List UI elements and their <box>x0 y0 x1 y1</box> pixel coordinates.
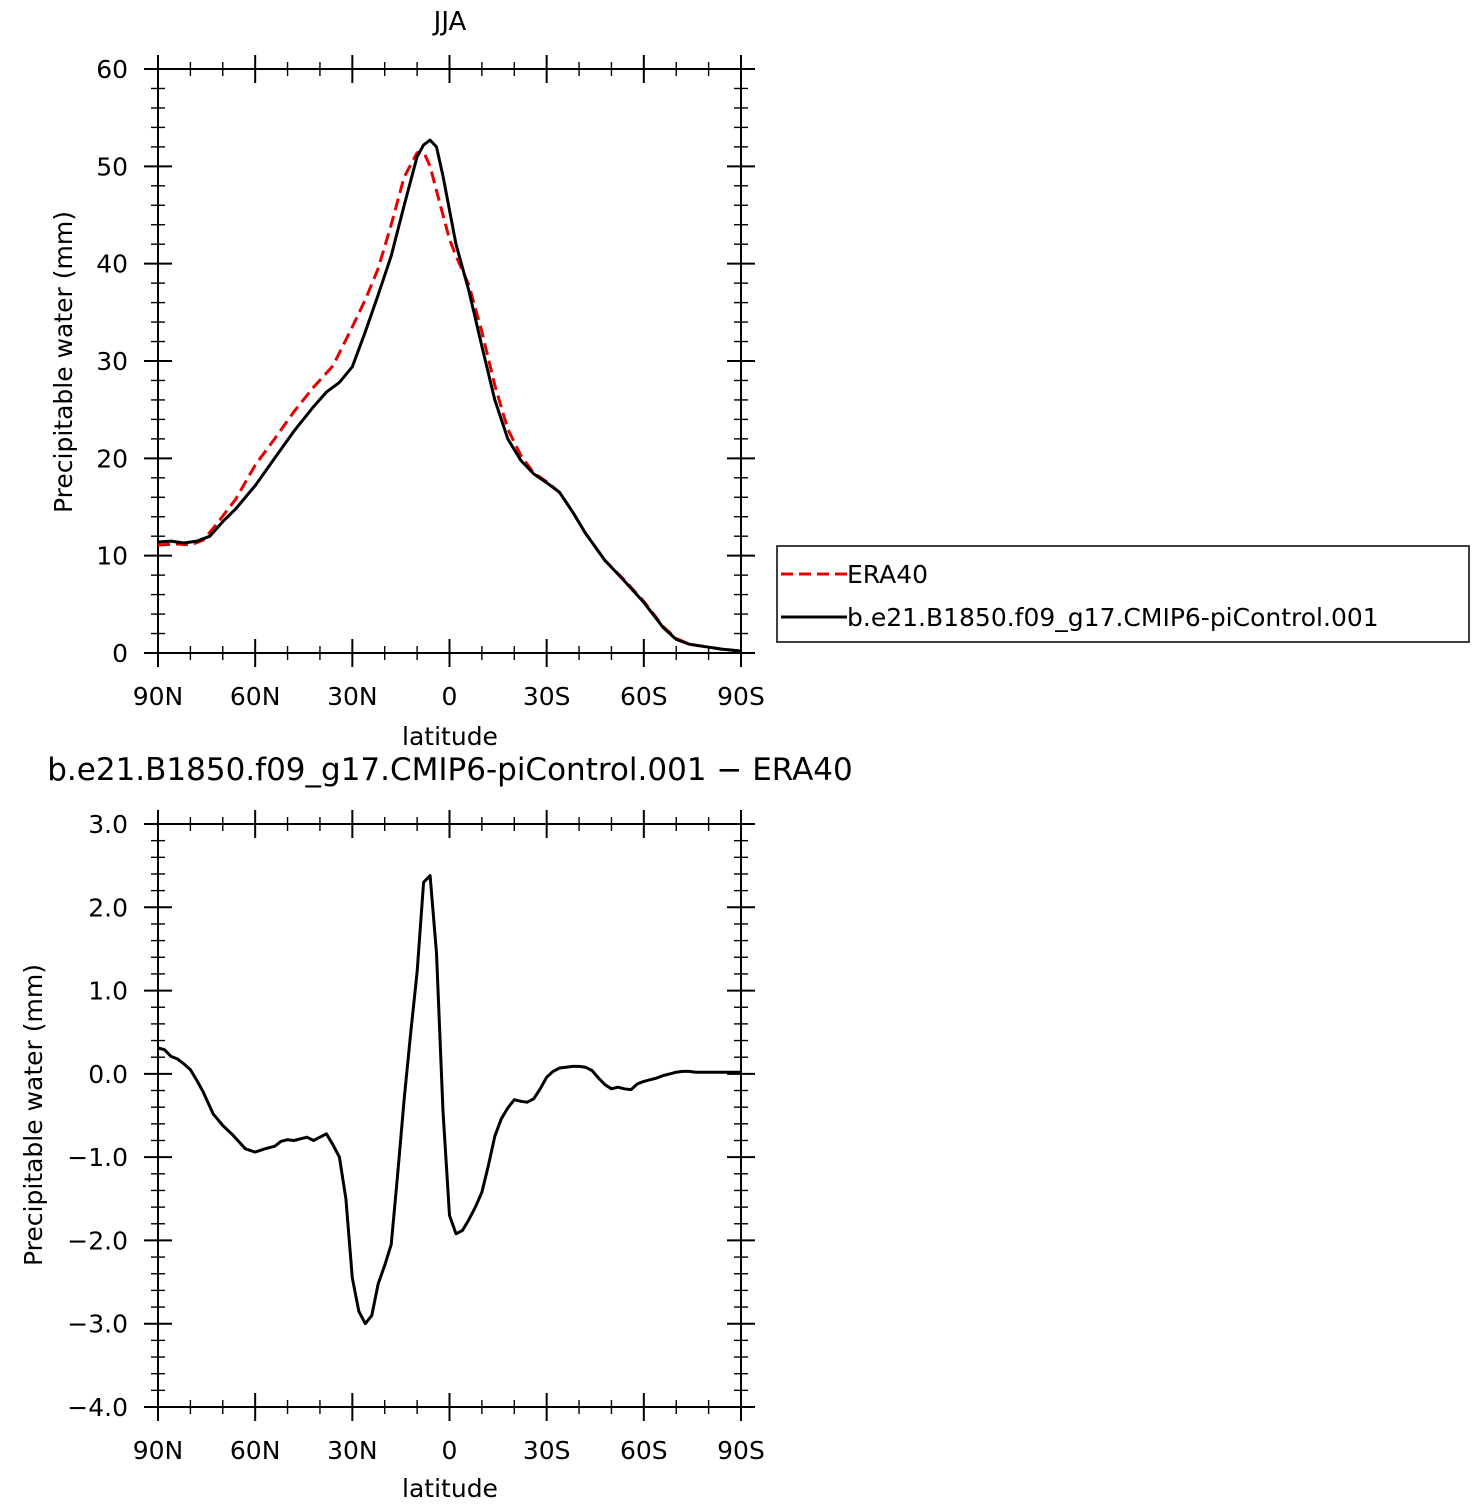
top-y-tick-label: 20 <box>96 444 128 473</box>
top-chart-panel: JJA Precipitable water (mm) latitude 0 10… <box>49 7 765 751</box>
bottom-plot-frame <box>157 823 742 1408</box>
legend: ERA40 b.e21.B1850.f09_g17.CMIP6-piContro… <box>776 545 1470 643</box>
bottom-chart-panel: b.e21.B1850.f09_g17.CMIP6-piControl.001 … <box>19 752 853 1503</box>
top-y-axis-label: Precipitable water (mm) <box>49 211 78 513</box>
top-y-axis-label-group: Precipitable water (mm) <box>49 211 78 513</box>
bottom-x-tick-label: 0 <box>442 1436 458 1465</box>
top-x-tick-label: 90S <box>717 682 765 711</box>
top-x-tick-label: 60S <box>620 682 668 711</box>
bottom-y-tick-label: −3.0 <box>67 1310 128 1339</box>
top-series-line-era40 <box>157 150 742 653</box>
bottom-plot-area: −4.0 −3.0 −2.0 −1.0 0.0 1.0 2.0 3.0 90N 60N 30N 0 30… <box>67 810 765 1465</box>
top-x-tick-label: 30N <box>327 682 378 711</box>
top-y-tick-label: 40 <box>96 250 128 279</box>
top-y-tick-label: 60 <box>96 55 128 84</box>
top-plot-area: 0 10 20 30 40 50 60 90N 60N 30N 0 30S 60S 90S <box>96 55 765 711</box>
bottom-y-tick-label: −1.0 <box>67 1143 128 1172</box>
legend-box <box>776 545 1470 643</box>
top-series-line-b-e21-b1850-f09-g17-cmip6-picontrol-001 <box>157 138 742 653</box>
top-y-tick-label: 10 <box>96 542 128 571</box>
bottom-y-axis-label: Precipitable water (mm) <box>19 964 48 1266</box>
legend-label-era40: ERA40 <box>847 560 928 589</box>
top-chart-title: JJA <box>432 7 467 37</box>
top-x-tick-label: 30S <box>523 682 571 711</box>
top-y-tick-label: 50 <box>96 152 128 181</box>
top-plot-frame <box>157 68 742 654</box>
bottom-y-axis-label-group: Precipitable water (mm) <box>19 964 48 1266</box>
legend-label-model: b.e21.B1850.f09_g17.CMIP6-piControl.001 <box>847 603 1379 632</box>
top-x-tick-label: 90N <box>133 682 184 711</box>
bottom-x-tick-label: 90N <box>133 1436 184 1465</box>
bottom-y-tick-label: 1.0 <box>88 977 128 1006</box>
top-x-tick-label: 60N <box>230 682 281 711</box>
bottom-y-tick-label: −4.0 <box>67 1393 128 1422</box>
bottom-y-tick-label: 2.0 <box>88 893 128 922</box>
bottom-x-tick-label: 30N <box>327 1436 378 1465</box>
top-x-tick-label: 0 <box>442 682 458 711</box>
bottom-series-line-difference <box>157 874 741 1326</box>
top-y-tick-label: 0 <box>112 639 128 668</box>
bottom-x-tick-label: 60S <box>620 1436 668 1465</box>
bottom-y-tick-label: −2.0 <box>67 1226 128 1255</box>
bottom-x-tick-label: 60N <box>230 1436 281 1465</box>
bottom-y-tick-label: 3.0 <box>88 810 128 839</box>
top-x-axis-label: latitude <box>402 722 498 751</box>
bottom-x-tick-label: 30S <box>523 1436 571 1465</box>
bottom-y-tick-label: 0.0 <box>88 1060 128 1089</box>
top-y-tick-label: 30 <box>96 347 128 376</box>
bottom-x-tick-label: 90S <box>717 1436 765 1465</box>
bottom-x-axis-label: latitude <box>402 1474 498 1503</box>
bottom-chart-title: b.e21.B1850.f09_g17.CMIP6-piControl.001 … <box>47 752 852 788</box>
